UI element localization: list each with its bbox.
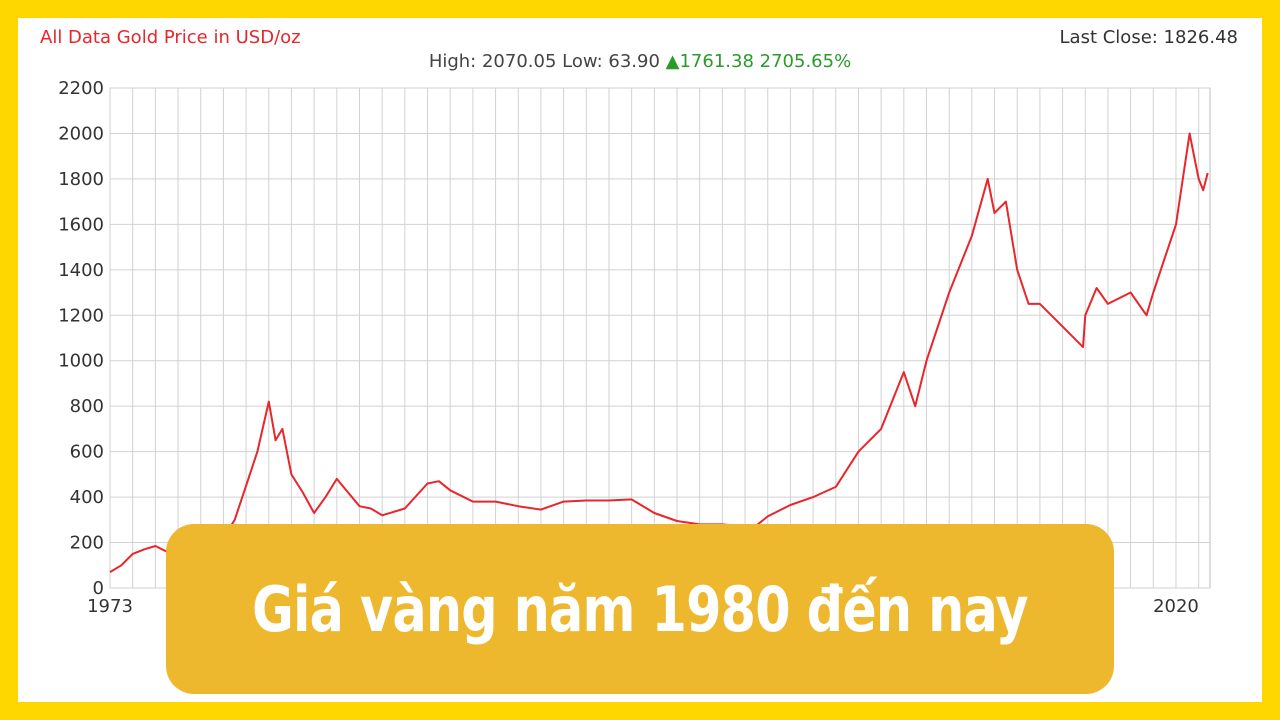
gold-price-chart: 0 200 400 600 800 1000 1200 1400 1600 1800 2000 220…	[58, 78, 1211, 617]
x-tick-label: 1973	[87, 596, 133, 617]
y-tick-label: 2000	[58, 123, 104, 144]
last-close-value: Last Close: 1826.48	[1059, 27, 1238, 48]
x-tick-label: 2020	[1153, 596, 1199, 617]
price-stats: High: 2070.05 Low: 63.90 ▲1761.38 2705.6…	[18, 51, 1262, 72]
caption-banner: Giá vàng năm 1980 đến nay	[166, 524, 1114, 694]
y-tick-label: 1400	[58, 260, 104, 281]
chart-title: All Data Gold Price in USD/oz	[40, 27, 301, 48]
y-tick-label: 1600	[58, 214, 104, 235]
y-tick-label: 400	[70, 487, 104, 508]
change-text: ▲1761.38 2705.65%	[665, 51, 852, 72]
banner-text: Giá vàng năm 1980 đến nay	[252, 572, 1028, 646]
plot-frame	[109, 87, 1211, 589]
y-tick-label: 200	[70, 533, 104, 554]
y-tick-label: 2200	[58, 78, 104, 99]
y-tick-label: 800	[70, 396, 104, 417]
y-tick-label: 1800	[58, 169, 104, 190]
price-line	[109, 132, 1209, 573]
y-tick-label: 1000	[58, 351, 104, 372]
high-low-text: High: 2070.05 Low: 63.90	[428, 51, 660, 72]
y-tick-label: 1200	[58, 305, 104, 326]
y-tick-label: 600	[70, 442, 104, 463]
y-tick-label: 0	[93, 578, 104, 599]
